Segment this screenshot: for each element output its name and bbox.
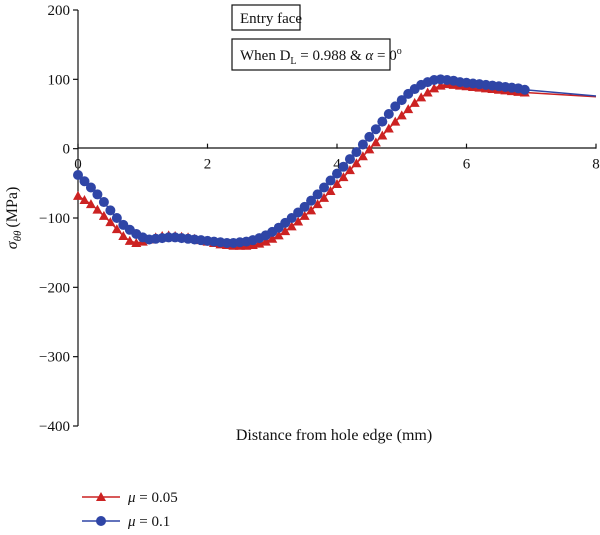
data-point xyxy=(273,230,284,240)
data-point xyxy=(111,224,122,234)
legend-label-mu-0.05: μ = 0.05 xyxy=(127,490,178,506)
data-point xyxy=(79,176,90,187)
data-point xyxy=(306,205,317,215)
data-point xyxy=(319,182,330,193)
condition-box: When DL = 0.988 & α = 0o xyxy=(231,38,402,71)
data-point xyxy=(357,151,368,161)
data-point xyxy=(377,130,388,140)
data-point xyxy=(319,192,330,202)
data-point xyxy=(73,190,83,200)
data-point xyxy=(390,101,401,112)
legend: μ = 0.05 μ = 0.1 xyxy=(82,490,178,530)
face-label: Entry face xyxy=(240,11,302,27)
data-point xyxy=(306,195,317,206)
data-point xyxy=(105,217,116,227)
x-tick-label: 6 xyxy=(463,157,471,173)
data-point xyxy=(364,144,375,154)
data-point xyxy=(338,172,349,182)
data-point xyxy=(286,213,297,223)
data-point xyxy=(105,205,116,216)
data-point xyxy=(370,124,381,135)
data-point xyxy=(98,197,109,208)
data-point xyxy=(124,235,135,245)
data-point xyxy=(118,231,129,241)
data-point xyxy=(286,221,297,231)
data-point xyxy=(293,216,304,226)
data-point xyxy=(92,189,103,200)
data-point xyxy=(429,83,440,93)
data-point xyxy=(98,210,109,220)
data-point xyxy=(390,116,401,126)
data-point xyxy=(364,131,375,142)
data-point xyxy=(416,92,427,102)
x-tick-label: 4 xyxy=(333,157,341,173)
data-point xyxy=(383,123,394,133)
x-tick-label: 0 xyxy=(74,157,82,173)
y-tick-label: 0 xyxy=(63,142,71,158)
data-point xyxy=(267,233,278,243)
data-point xyxy=(396,95,407,106)
data-point xyxy=(351,147,362,158)
legend-label-mu-0.1: μ = 0.1 xyxy=(127,514,170,530)
legend-entry-mu-0.05: μ = 0.05 xyxy=(82,490,178,506)
x-tick-label: 2 xyxy=(204,157,212,173)
data-point xyxy=(312,189,323,200)
data-point xyxy=(92,204,103,214)
data-point xyxy=(260,236,271,246)
data-point xyxy=(422,87,433,97)
data-point xyxy=(370,137,381,147)
data-point xyxy=(111,213,122,223)
data-point xyxy=(344,154,355,165)
axes: 200 100 0 −100 −200 −300 −400 0 2 4 6 8 xyxy=(39,3,600,435)
data-point xyxy=(325,175,336,186)
x-tick-label: 8 xyxy=(592,157,600,173)
data-point xyxy=(357,139,368,150)
series-mu-0.1 xyxy=(73,74,597,248)
face-label-box: Entry face xyxy=(231,4,302,31)
data-point xyxy=(332,179,342,189)
legend-entry-mu-0.1: μ = 0.1 xyxy=(82,514,170,530)
data-point xyxy=(85,199,96,209)
legend-triangle-marker xyxy=(96,492,106,501)
y-tick-label: −100 xyxy=(39,211,70,227)
y-tick-label: −200 xyxy=(39,280,70,296)
data-point xyxy=(351,158,362,168)
data-point xyxy=(344,165,355,175)
data-point xyxy=(519,84,530,95)
y-axis-label: σθθ(MPa) xyxy=(4,187,24,250)
y-tick-label: −400 xyxy=(39,419,70,435)
data-point xyxy=(396,110,407,120)
data-point xyxy=(338,161,349,172)
data-point xyxy=(409,97,420,107)
data-point xyxy=(293,207,304,218)
x-axis-label: Distance from hole edge (mm) xyxy=(236,427,432,444)
data-point xyxy=(403,104,414,114)
legend-circle-marker xyxy=(96,516,106,526)
data-point xyxy=(312,199,323,209)
data-point xyxy=(79,194,90,204)
data-point xyxy=(73,170,83,181)
condition-label: When DL = 0.988 & α = 0o xyxy=(240,46,402,67)
data-point xyxy=(299,210,310,220)
series-layer xyxy=(73,74,597,250)
data-point xyxy=(377,116,388,127)
y-tick-label: 200 xyxy=(48,3,71,19)
data-point xyxy=(299,201,310,212)
data-point xyxy=(332,168,342,179)
y-tick-label: −300 xyxy=(39,350,70,366)
y-tick-label: 100 xyxy=(48,72,71,88)
data-point xyxy=(85,182,96,193)
data-point xyxy=(280,226,291,236)
data-point xyxy=(383,109,394,119)
data-point xyxy=(325,185,336,195)
